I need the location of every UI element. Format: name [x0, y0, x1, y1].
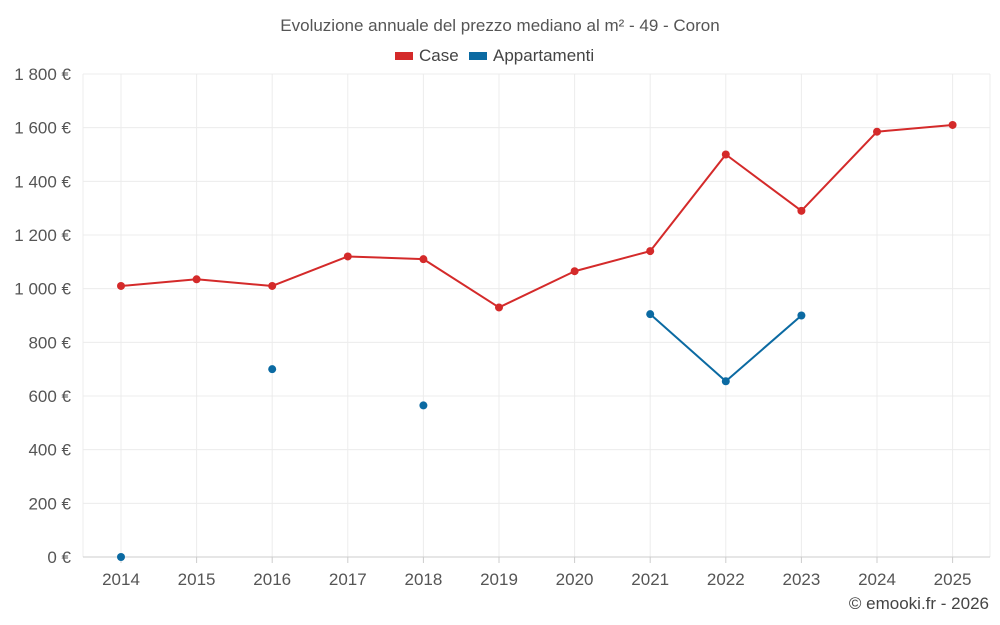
data-point-case[interactable]	[268, 281, 277, 290]
data-point-case[interactable]	[646, 247, 655, 256]
x-tick-label: 2021	[631, 570, 669, 589]
data-point-appartamenti[interactable]	[268, 365, 277, 374]
x-tick-label: 2023	[782, 570, 820, 589]
data-point-case[interactable]	[873, 127, 881, 136]
x-tick-label: 2020	[556, 570, 594, 589]
legend-label-case: Case	[419, 46, 459, 65]
data-point-appartamenti[interactable]	[646, 310, 655, 319]
x-tick-label: 2022	[707, 570, 745, 589]
data-point-case[interactable]	[343, 252, 352, 261]
y-axis-ticks: 0 € 200 € 400 € 600 € 800 € 1 000 € 1 200 € 1 4…	[14, 65, 71, 567]
series-line-case	[120, 123, 953, 309]
legend: Case Appartamenti	[395, 46, 594, 65]
x-tick-label: 2019	[480, 570, 518, 589]
x-tick-label: 2015	[178, 570, 216, 589]
data-point-case[interactable]	[948, 120, 957, 129]
legend-item-case[interactable]: Case	[395, 46, 459, 65]
data-point-case[interactable]	[797, 206, 806, 215]
x-tick-label: 2024	[858, 570, 896, 589]
data-point-case[interactable]	[495, 303, 503, 312]
legend-swatch-appartamenti	[469, 52, 487, 60]
data-point-appartamenti[interactable]	[419, 401, 428, 410]
legend-swatch-case	[395, 52, 413, 60]
axes	[83, 556, 990, 563]
y-tick-label: 1 800 €	[14, 65, 71, 84]
data-point-appartamenti[interactable]	[721, 377, 730, 386]
data-point-case[interactable]	[117, 281, 125, 290]
y-tick-label: 1 400 €	[14, 172, 71, 191]
credit-text: © emooki.fr - 2026	[849, 594, 989, 613]
x-tick-label: 2018	[404, 570, 442, 589]
data-point-case[interactable]	[192, 275, 201, 284]
series	[117, 120, 957, 561]
y-tick-label: 1 200 €	[14, 226, 71, 245]
grid	[82, 73, 991, 557]
x-axis-ticks: 2014 2015 2016 2017 2018 2019 2020 2021 2022 2023…	[102, 570, 971, 589]
x-tick-label: 2025	[934, 570, 972, 589]
x-tick-label: 2016	[253, 570, 291, 589]
y-tick-label: 1 000 €	[14, 280, 71, 299]
data-point-case[interactable]	[570, 267, 579, 276]
y-tick-label: 600 €	[28, 387, 71, 406]
y-tick-label: 200 €	[28, 494, 71, 513]
data-point-appartamenti[interactable]	[797, 311, 806, 320]
y-tick-label: 800 €	[28, 333, 71, 352]
legend-label-appartamenti: Appartamenti	[493, 46, 594, 65]
x-tick-label: 2014	[102, 570, 140, 589]
data-point-case[interactable]	[419, 255, 428, 264]
legend-item-appartamenti[interactable]: Appartamenti	[469, 46, 594, 65]
x-tick-label: 2017	[329, 570, 367, 589]
y-tick-label: 400 €	[28, 441, 71, 460]
y-tick-label: 1 600 €	[14, 119, 71, 138]
chart-title: Evoluzione annuale del prezzo mediano al…	[280, 16, 719, 35]
y-tick-label: 0 €	[47, 548, 71, 567]
data-point-case[interactable]	[721, 150, 730, 159]
data-point-appartamenti[interactable]	[117, 553, 125, 561]
